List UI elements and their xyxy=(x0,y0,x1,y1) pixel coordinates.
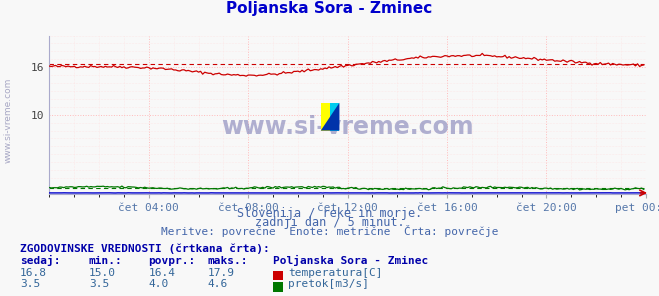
Text: Slovenija / reke in morje.: Slovenija / reke in morje. xyxy=(237,207,422,220)
Text: Poljanska Sora - Zminec: Poljanska Sora - Zminec xyxy=(227,1,432,16)
Text: temperatura[C]: temperatura[C] xyxy=(288,268,382,278)
Bar xyxy=(321,103,330,131)
Text: Meritve: povrečne  Enote: metrične  Črta: povrečje: Meritve: povrečne Enote: metrične Črta: … xyxy=(161,225,498,237)
Text: 15.0: 15.0 xyxy=(89,268,116,278)
Text: 4.6: 4.6 xyxy=(208,279,228,289)
Text: 16.4: 16.4 xyxy=(148,268,175,278)
Bar xyxy=(330,103,339,131)
Text: 16.8: 16.8 xyxy=(20,268,47,278)
Text: pretok[m3/s]: pretok[m3/s] xyxy=(288,279,369,289)
Text: www.si-vreme.com: www.si-vreme.com xyxy=(3,77,13,163)
Text: sedaj:: sedaj: xyxy=(20,255,60,266)
Text: 17.9: 17.9 xyxy=(208,268,235,278)
Polygon shape xyxy=(321,103,339,131)
Text: Poljanska Sora - Zminec: Poljanska Sora - Zminec xyxy=(273,255,429,266)
Text: maks.:: maks.: xyxy=(208,256,248,266)
Text: ZGODOVINSKE VREDNOSTI (črtkana črta):: ZGODOVINSKE VREDNOSTI (črtkana črta): xyxy=(20,244,270,254)
Text: zadnji dan / 5 minut.: zadnji dan / 5 minut. xyxy=(254,216,405,229)
Text: 3.5: 3.5 xyxy=(89,279,109,289)
Text: 4.0: 4.0 xyxy=(148,279,169,289)
Text: 3.5: 3.5 xyxy=(20,279,40,289)
Text: www.si-vreme.com: www.si-vreme.com xyxy=(221,115,474,139)
Text: povpr.:: povpr.: xyxy=(148,256,196,266)
Text: min.:: min.: xyxy=(89,256,123,266)
